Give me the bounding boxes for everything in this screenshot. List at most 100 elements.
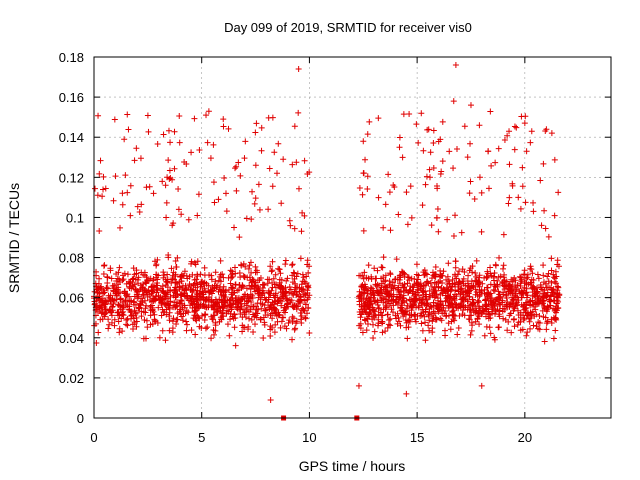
data-point: [551, 212, 558, 219]
data-point: [130, 315, 137, 322]
data-point: [271, 294, 278, 301]
data-point: [447, 326, 454, 333]
data-point: [290, 304, 297, 311]
data-point: [243, 215, 250, 222]
data-point: [541, 207, 548, 214]
data-point: [233, 163, 240, 170]
data-point: [418, 312, 425, 319]
data-point: [296, 298, 303, 305]
data-point: [543, 326, 550, 333]
data-point: [272, 321, 279, 328]
data-point: [185, 297, 192, 304]
data-point: [403, 189, 410, 196]
data-point: [452, 301, 459, 308]
data-point: [194, 301, 201, 308]
data-point: [425, 126, 432, 133]
data-point: [478, 228, 485, 235]
data-point: [300, 291, 307, 298]
data-point: [550, 286, 557, 293]
data-point: [133, 314, 140, 321]
data-point: [193, 295, 200, 302]
y-tick-label: 0.12: [59, 170, 84, 185]
data-point: [363, 295, 370, 302]
data-point: [555, 294, 562, 301]
data-point: [192, 261, 199, 268]
data-point: [135, 305, 142, 312]
data-point: [422, 181, 429, 188]
data-point: [357, 272, 364, 279]
data-point: [242, 263, 249, 270]
data-point: [435, 138, 442, 145]
data-point: [522, 199, 529, 206]
grid: [94, 57, 611, 418]
data-point: [519, 164, 526, 171]
data-point: [239, 328, 246, 335]
data-point: [159, 178, 166, 185]
data-point: [195, 191, 202, 198]
data-point: [163, 279, 170, 286]
data-point: [212, 278, 219, 285]
data-point: [305, 269, 312, 276]
data-point: [237, 310, 244, 317]
data-point: [509, 294, 516, 301]
data-point: [253, 120, 260, 127]
data-point: [297, 293, 304, 300]
data-point: [230, 297, 237, 304]
data-point: [216, 273, 223, 280]
data-point: [408, 303, 415, 310]
data-point: [289, 290, 296, 297]
data-point: [499, 308, 506, 315]
data-point: [443, 276, 450, 283]
data-point: [293, 303, 300, 310]
data-point: [364, 131, 371, 138]
data-point: [356, 301, 363, 308]
data-point: [470, 299, 477, 306]
data-point: [163, 214, 170, 221]
data-point: [140, 281, 147, 288]
data-point: [161, 272, 168, 279]
data-point: [117, 295, 124, 302]
data-point: [151, 316, 158, 323]
data-point: [379, 312, 386, 319]
data-point: [455, 325, 462, 332]
data-point: [91, 288, 98, 295]
x-tick-label: 5: [198, 430, 205, 445]
data-point: [177, 297, 184, 304]
data-point: [476, 321, 483, 328]
data-point: [452, 313, 459, 320]
data-point: [262, 307, 269, 314]
data-point: [439, 302, 446, 309]
data-point: [134, 203, 141, 210]
data-point: [478, 189, 485, 196]
data-point: [385, 317, 392, 324]
data-point: [297, 309, 304, 316]
data-point: [202, 288, 209, 295]
data-point: [181, 293, 188, 300]
data-point: [367, 309, 374, 316]
data-point: [210, 302, 217, 309]
data-point: [408, 312, 415, 319]
data-point: [380, 224, 387, 231]
data-point: [404, 221, 411, 228]
data-point: [124, 189, 131, 196]
data-point: [413, 121, 420, 128]
data-point: [138, 313, 145, 320]
data-point: [280, 156, 287, 163]
data-point: [130, 276, 137, 283]
data-point: [256, 206, 263, 213]
data-point: [241, 155, 248, 162]
data-point: [397, 322, 404, 329]
data-point: [166, 327, 173, 334]
data-point: [452, 264, 459, 271]
data-point: [360, 170, 367, 177]
data-point: [426, 317, 433, 324]
data-point: [428, 222, 435, 229]
data-point: [167, 174, 174, 181]
data-point: [410, 288, 417, 295]
y-tick-label: 0: [77, 411, 84, 426]
data-point: [153, 289, 160, 296]
data-point: [268, 302, 275, 309]
data-point: [303, 273, 310, 280]
data-point: [255, 294, 262, 301]
